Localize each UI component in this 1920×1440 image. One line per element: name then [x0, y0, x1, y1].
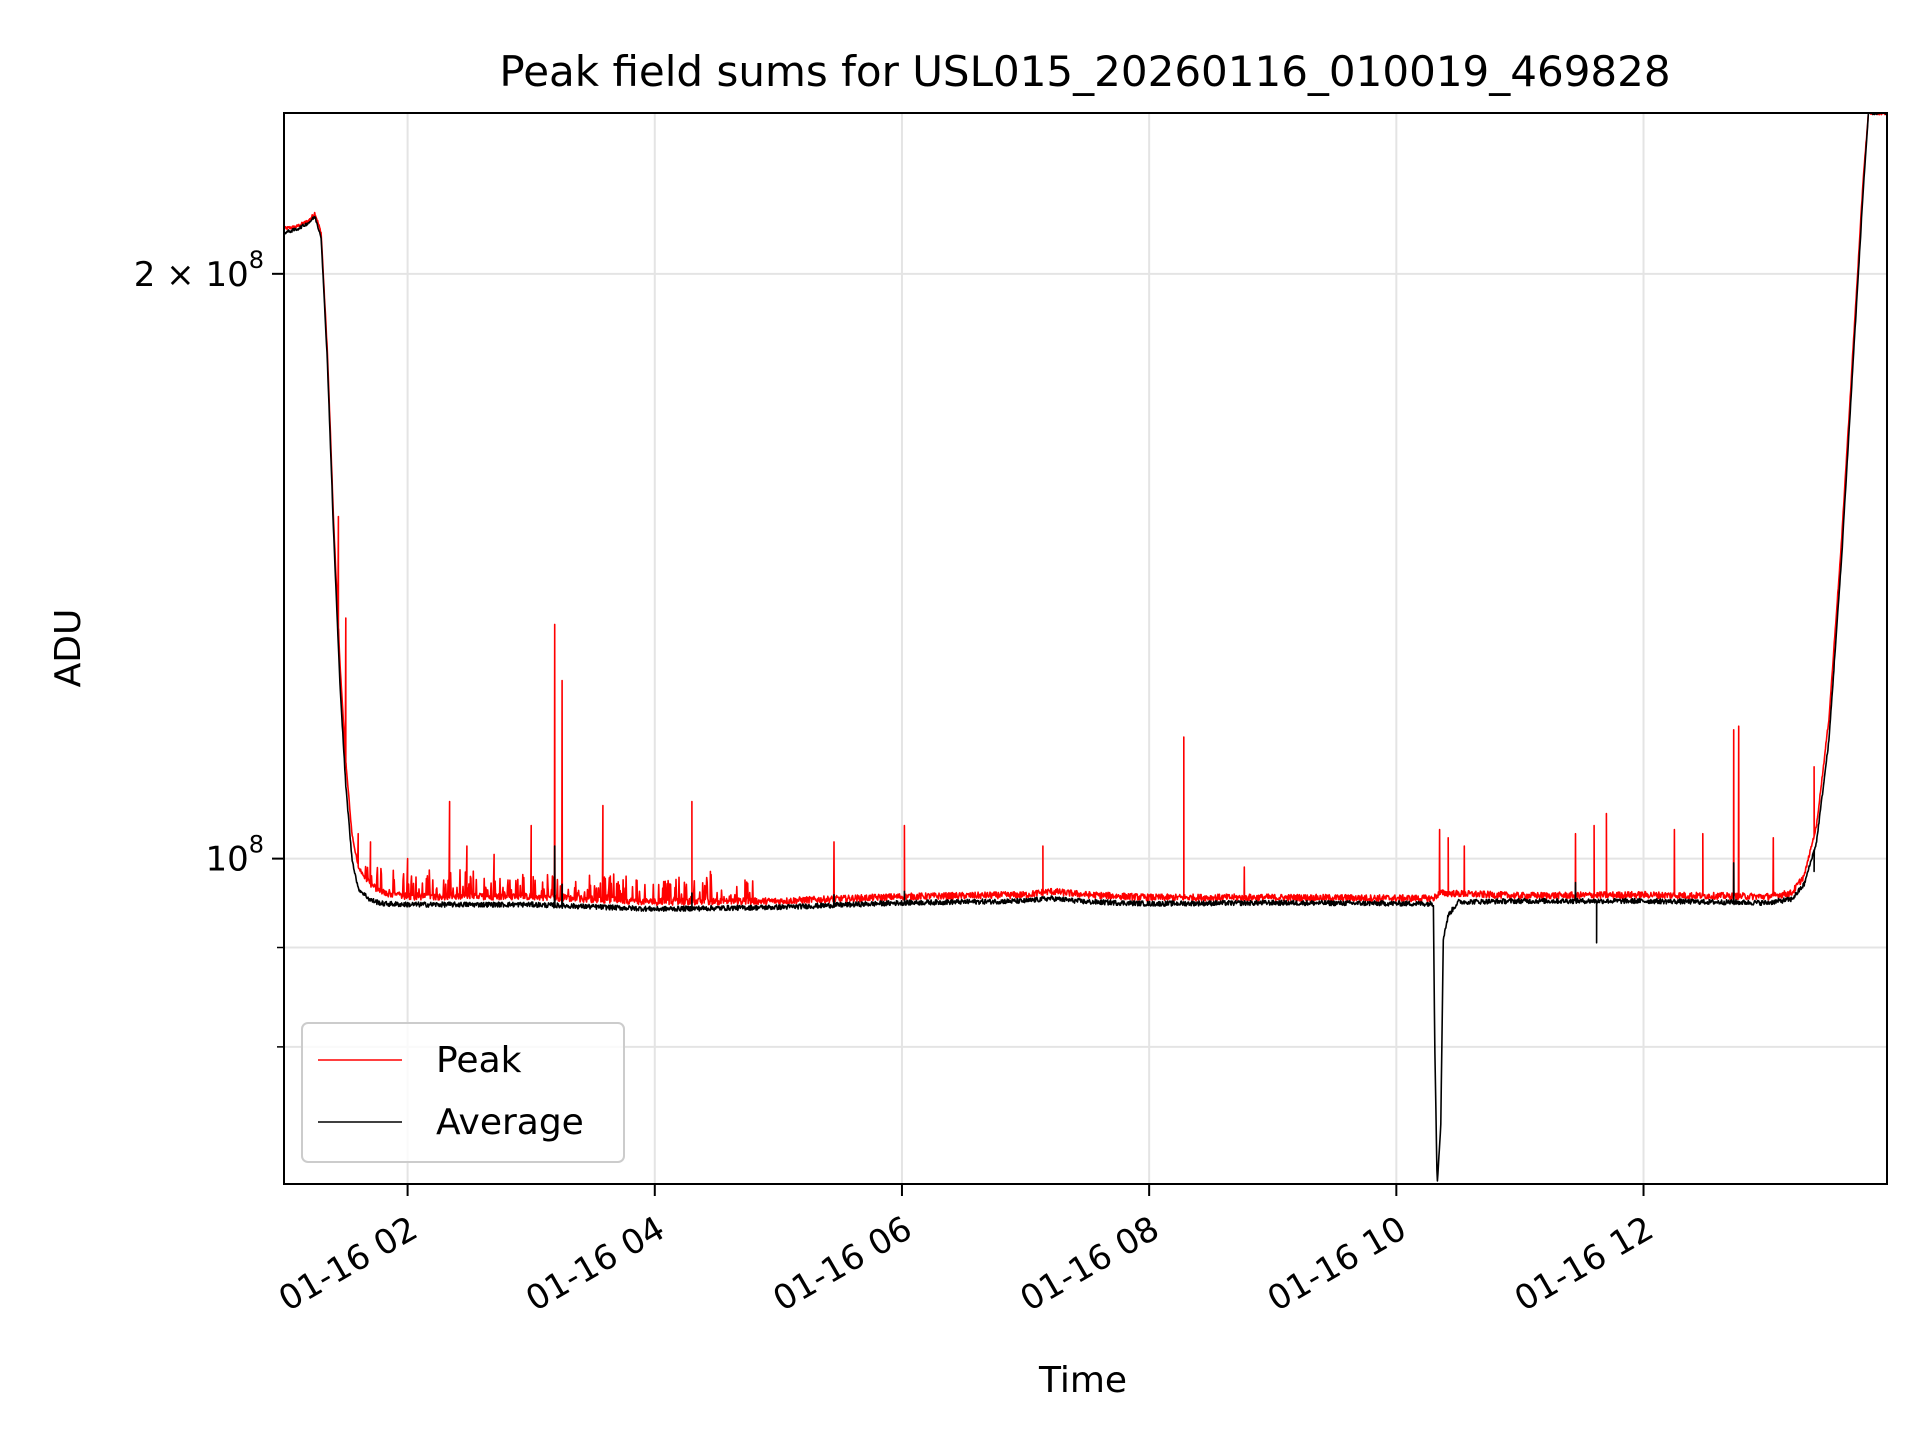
legend: Peak Average [301, 1022, 625, 1163]
plot-frame [283, 112, 1888, 1185]
y-tick-label: 2 × 108 [134, 246, 264, 295]
y-tick-coef: 2 × 10 [134, 255, 249, 295]
y-axis-label: ADU [48, 609, 89, 688]
legend-label-average: Average [436, 1102, 584, 1143]
legend-box [301, 1022, 625, 1163]
legend-label-peak: Peak [436, 1040, 522, 1081]
y-tick-exponent: 8 [249, 246, 264, 274]
chart-title: Peak field sums for USL015_20260116_0100… [499, 47, 1670, 96]
series-line-peak [284, 113, 1887, 906]
y-tick-label: 108 [205, 831, 264, 880]
y-tick-exponent: 8 [249, 831, 264, 859]
series-line-average [284, 113, 1887, 1182]
series-layer [284, 113, 1887, 1182]
x-axis-label: Time [1038, 1360, 1127, 1401]
y-tick-coef: 10 [205, 840, 248, 880]
